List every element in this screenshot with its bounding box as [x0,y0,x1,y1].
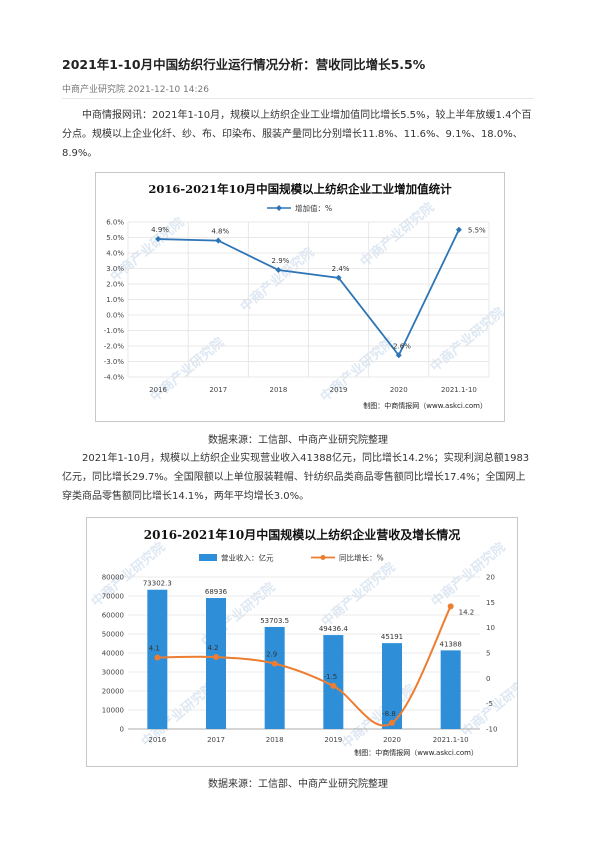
data-label: 2.4% [332,265,350,273]
legend-label: 同比增长：% [339,553,384,563]
y-right-tick-label: 20 [486,574,495,582]
y-tick-label: 6.0% [106,219,124,227]
legend-marker [276,205,282,211]
chart-frame [95,172,505,422]
data-point [335,274,342,281]
data-point [275,267,282,274]
paragraph-1: 中商情报网讯：2021年1-10月，规模以上纺织企业工业增加值同比增长5.5%，… [62,110,532,159]
x-tick-label: 2021.1-10 [433,736,469,744]
growth-point [213,654,219,661]
bar [264,626,285,729]
legend-marker [320,555,326,560]
bar-label: 73302.3 [143,580,172,588]
data-label: 4.9% [151,226,169,234]
y-left-tick-label: 10000 [102,707,124,715]
bar-label: 68936 [205,588,228,596]
y-tick-label: 2.0% [106,281,124,289]
y-right-tick-label: 0 [486,675,490,683]
growth-label: 4.1 [149,645,160,653]
data-label: 4.8% [211,228,229,236]
legend-label: 增加值：% [295,203,332,213]
y-right-tick-label: -10 [486,726,497,734]
data-label: -2.6% [391,342,412,350]
bar-label: 53703.5 [260,617,289,625]
growth-point [330,682,337,689]
y-tick-label: -3.0% [104,358,125,366]
x-tick-label: 2018 [266,736,284,744]
growth-point [447,603,454,610]
y-right-tick-label: 10 [486,624,495,632]
bar-label: 45191 [381,633,403,641]
legend-label: 营业收入：亿元 [221,553,274,563]
bar-label: 41388 [440,640,462,648]
x-tick-label: 2020 [383,736,401,744]
chart-title: 2016-2021年10月中国规模以上纺织企业工业增加值统计 [148,182,452,196]
bar-label: 49436.4 [319,625,348,633]
bar [206,598,226,729]
growth-label: 2.9 [266,651,277,659]
y-right-tick-label: 15 [486,599,495,607]
x-tick-label: 2016 [148,736,166,744]
chart-title: 2016-2021年10月中国规模以上纺织企业营收及增长情况 [144,527,460,542]
article-meta: 中商产业研究院 2021-12-10 14:26 [62,85,209,95]
paragraph-2: 2021年1-10月，规模以上纺织企业实现营业收入41388亿元，同比增长14.… [62,453,530,502]
y-tick-label: -4.0% [104,374,125,382]
growth-label: -8.8 [382,710,396,718]
y-left-tick-label: 40000 [102,650,124,658]
growth-label: 4.2 [207,644,218,652]
bar [382,643,402,729]
data-point [455,226,462,233]
x-tick-label: 2019 [330,386,348,394]
article-title: 2021年1-10月中国纺织行业运行情况分析：营收同比增长5.5% [62,57,426,72]
data-point [215,237,222,244]
y-left-tick-label: 70000 [102,593,124,601]
title-divider [62,98,534,99]
y-tick-label: 1.0% [106,296,124,304]
chart-credit: 制图：中商情报网（www.askci.com） [354,748,478,757]
y-tick-label: -2.0% [104,343,125,351]
bar [440,650,461,729]
series-line [158,229,460,358]
growth-point [389,719,395,726]
y-left-tick-label: 20000 [102,688,124,696]
growth-point [271,660,278,667]
y-tick-label: 0.0% [106,312,124,320]
bar [323,635,344,729]
y-left-tick-label: 0 [120,726,124,734]
y-left-tick-label: 60000 [102,612,124,620]
x-tick-label: 2019 [324,736,342,744]
chart1-source: 数据来源：工信部、中商产业研究院整理 [208,435,388,446]
x-tick-label: 2021.1-10 [441,386,477,394]
x-tick-label: 2016 [149,386,167,394]
y-tick-label: -1.0% [104,327,125,335]
x-tick-label: 2017 [207,736,225,744]
y-tick-label: 5.0% [106,234,124,242]
y-left-tick-label: 50000 [102,631,124,639]
x-tick-label: 2017 [209,386,227,394]
y-right-tick-label: 5 [486,650,490,658]
legend-bar-swatch [199,554,217,561]
chart-credit: 制图：中商情报网（www.askci.com） [363,401,487,410]
growth-point [154,654,161,661]
x-tick-label: 2020 [390,386,408,394]
data-label: 5.5% [468,226,486,234]
x-tick-label: 2018 [270,386,288,394]
data-point [395,352,402,359]
growth-label: 14.2 [459,608,475,616]
y-right-tick-label: -5 [486,700,493,708]
y-tick-label: 4.0% [106,250,124,258]
y-left-tick-label: 30000 [102,669,124,677]
y-left-tick-label: 80000 [102,574,124,582]
growth-label: -1.5 [323,673,337,681]
data-label: 2.9% [272,257,290,265]
chart2-source: 数据来源：工信部、中商产业研究院整理 [208,779,388,790]
y-tick-label: 3.0% [106,265,124,273]
